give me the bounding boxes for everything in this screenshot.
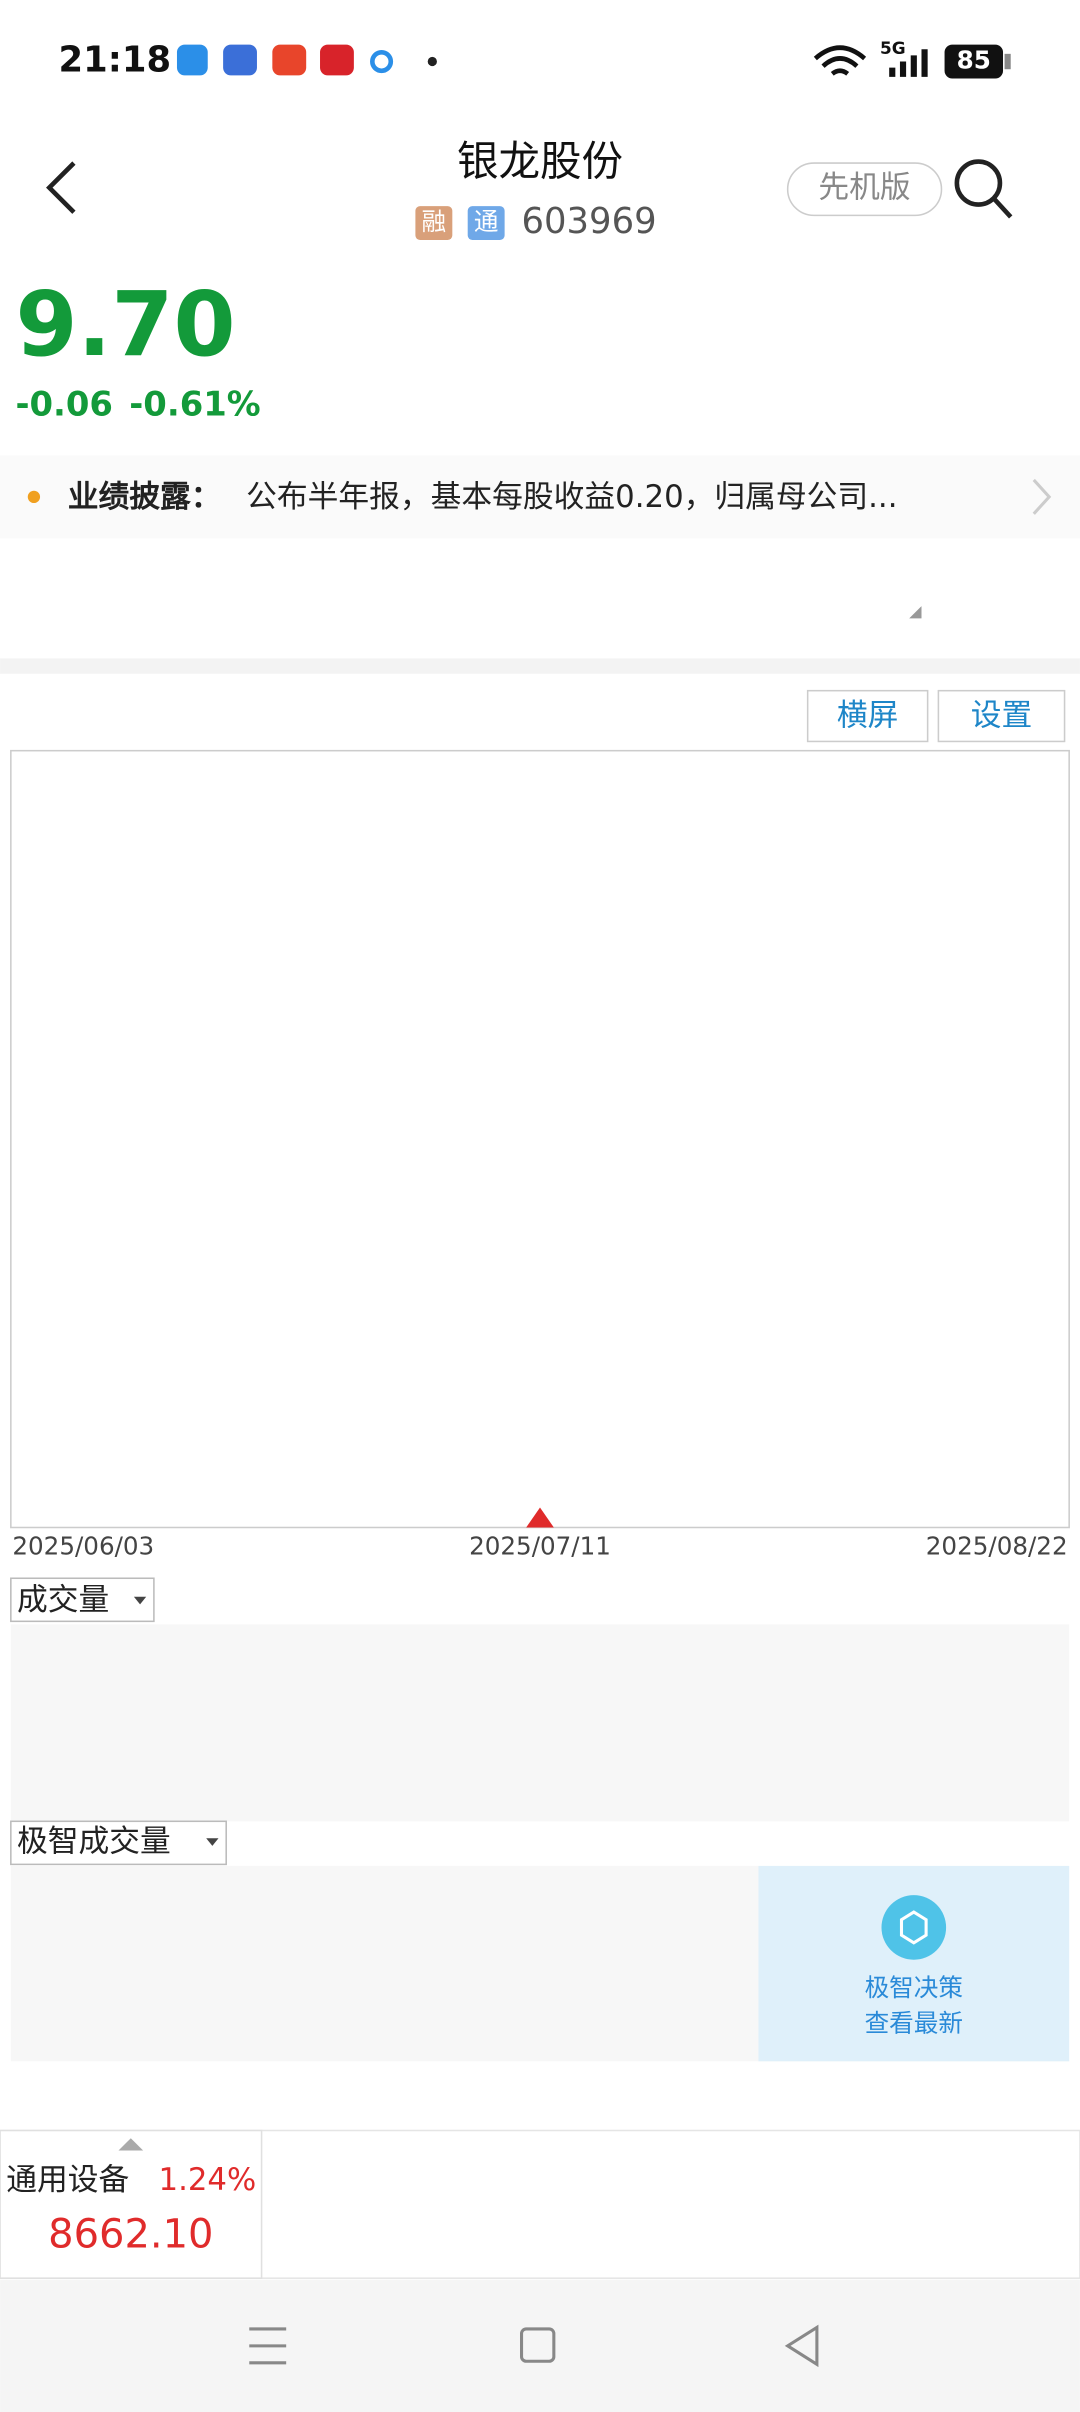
menu-key[interactable] <box>249 2327 287 2365</box>
tag-bg <box>415 206 453 240</box>
status-icon <box>320 44 354 76</box>
index-value: 8662.10 <box>48 2212 213 2258</box>
zhi-panel-title: 极智决策 <box>865 1973 963 2002</box>
date-end: 2025/08/22 <box>926 1531 1068 1560</box>
index-name: 通用设备 <box>6 2162 129 2198</box>
signal-icon <box>889 49 928 77</box>
search-handle <box>992 196 1013 219</box>
notice-text: 公布半年报，基本每股收益0.20，归属母公司... <box>246 479 897 515</box>
tag: 融 <box>422 207 447 236</box>
dropdown-icon <box>909 606 922 619</box>
stock-code: 603969 <box>522 201 657 242</box>
index-card[interactable] <box>0 2129 263 2279</box>
notice-bullet <box>27 490 41 504</box>
zhi-icon-glyph <box>899 1910 928 1945</box>
status-icon <box>370 49 394 74</box>
dropdown-icon <box>206 1838 219 1846</box>
price: 9.70 <box>15 273 235 377</box>
kline-frame <box>10 749 1070 1529</box>
settings-label: 设置 <box>971 697 1033 733</box>
status-icon <box>223 44 257 76</box>
status-dot <box>427 56 437 67</box>
dropdown-icon <box>133 1596 147 1605</box>
zhi-selector-label: 极智成交量 <box>17 1823 171 1859</box>
change-pct: -0.61% <box>129 385 260 424</box>
index-change: 1.24% <box>159 2162 257 2198</box>
date-start: 2025/06/03 <box>12 1531 154 1560</box>
zhi-selector[interactable] <box>10 1820 227 1866</box>
network-type: 5G <box>880 38 906 58</box>
landscape-label: 横屏 <box>837 697 899 733</box>
stock-name: 银龙股份 <box>457 137 623 186</box>
zhi-icon <box>881 1895 947 1960</box>
tag-bg <box>467 206 505 240</box>
notice-bar[interactable] <box>0 455 1080 539</box>
battery-tip <box>1004 53 1011 70</box>
zhi-panel-link: 查看最新 <box>865 2008 963 2037</box>
separator <box>0 658 1080 674</box>
status-time: 21:18 <box>59 40 172 81</box>
mode-button-label: 先机版 <box>818 170 910 206</box>
cursor-marker <box>526 1507 554 1528</box>
notice-arrow <box>1032 478 1052 515</box>
wifi-icon <box>813 45 867 76</box>
status-icon <box>272 44 307 76</box>
change: -0.06 <box>15 385 113 424</box>
volume-selector-label: 成交量 <box>17 1582 109 1618</box>
volume-selector[interactable] <box>10 1577 155 1623</box>
battery <box>944 44 1004 79</box>
search-button[interactable] <box>954 159 1003 207</box>
notice-label: 业绩披露： <box>68 479 222 515</box>
system-nav <box>0 2279 1080 2412</box>
battery-level: 85 <box>957 46 991 75</box>
mode-button[interactable] <box>786 162 943 217</box>
volume-frame <box>10 1624 1070 1822</box>
date-mid: 2025/07/11 <box>469 1531 611 1560</box>
back-button[interactable] <box>46 161 76 214</box>
index-card-arrow <box>118 2138 144 2151</box>
landscape-button[interactable] <box>806 689 929 743</box>
settings-button[interactable] <box>937 689 1066 743</box>
tag: 通 <box>474 207 499 236</box>
back-key[interactable] <box>784 2324 819 2368</box>
status-icon <box>176 44 208 76</box>
home-key[interactable] <box>520 2327 556 2363</box>
